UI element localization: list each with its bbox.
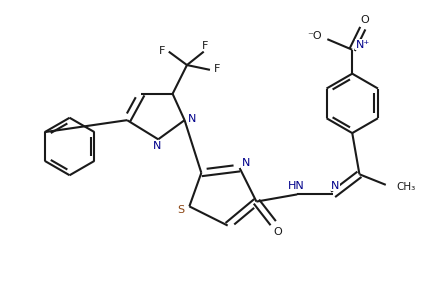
- Text: CH₃: CH₃: [396, 182, 415, 192]
- Text: O: O: [273, 227, 282, 237]
- Text: ⁻O: ⁻O: [307, 31, 322, 41]
- Text: O: O: [361, 15, 370, 25]
- Text: F: F: [202, 41, 208, 51]
- Text: S: S: [177, 205, 184, 215]
- Text: N: N: [187, 114, 196, 124]
- Text: N: N: [331, 181, 340, 191]
- Text: F: F: [159, 46, 165, 56]
- Text: N⁺: N⁺: [355, 40, 370, 50]
- Text: HN: HN: [288, 181, 305, 191]
- Text: N: N: [153, 141, 161, 151]
- Text: F: F: [213, 64, 220, 74]
- Text: N: N: [242, 158, 250, 168]
